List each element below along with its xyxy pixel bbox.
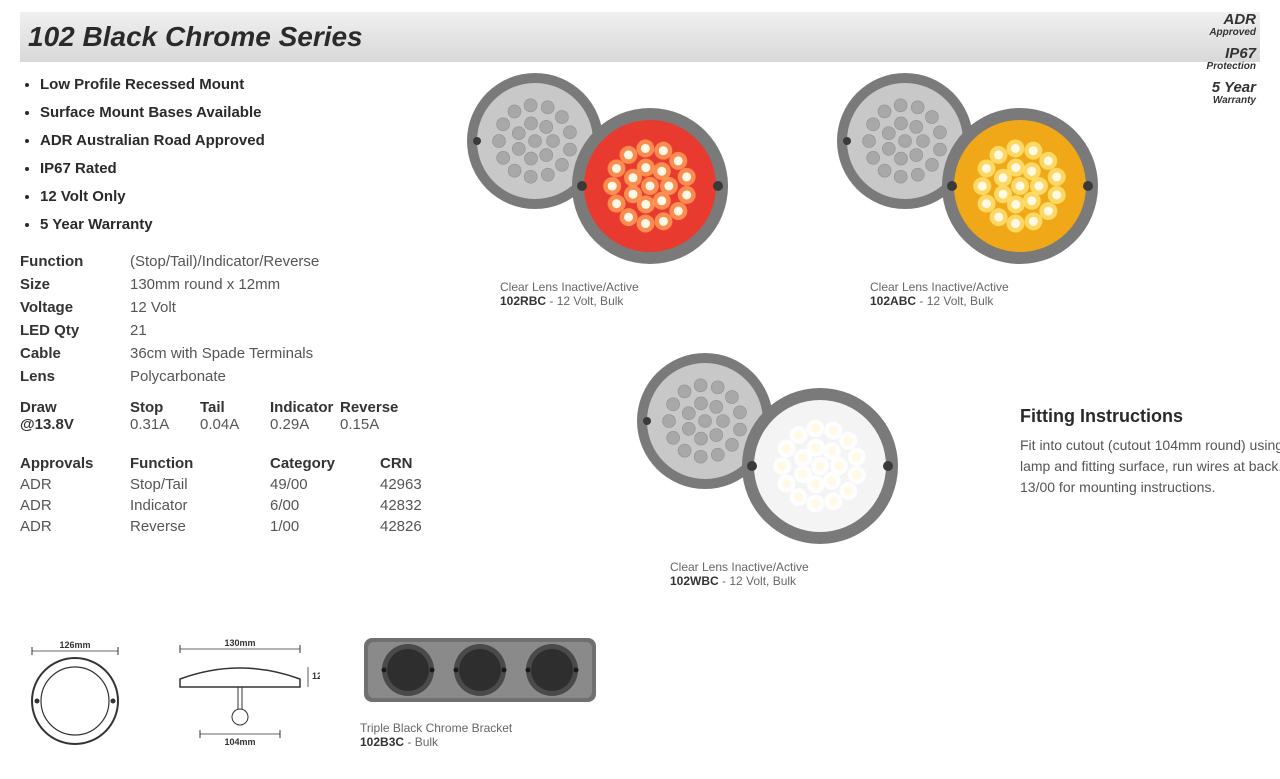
- side-diagram: 130mm 12mm 104mm: [160, 639, 320, 749]
- bracket-svg: [360, 630, 600, 710]
- spec-row: Size130mm round x 12mm: [20, 276, 460, 293]
- spec-row: Voltage12 Volt: [20, 299, 460, 316]
- approvals-cell: 6/00: [270, 497, 380, 514]
- draw-table: DrawStopTailIndicatorReverse@13.8V0.31A0…: [20, 399, 460, 433]
- approvals-row: ADRReverse1/0042826: [20, 518, 460, 535]
- approvals-row: ADRStop/Tail49/0042963: [20, 476, 460, 493]
- spec-row: Function(Stop/Tail)/Indicator/Reverse: [20, 253, 460, 270]
- approvals-cell: ADR: [20, 518, 130, 535]
- svg-text:12mm: 12mm: [312, 671, 320, 681]
- feature-item: Low Profile Recessed Mount: [40, 76, 460, 93]
- spec-row: Cable36cm with Spade Terminals: [20, 345, 460, 362]
- light-pair-svg: [830, 46, 1140, 276]
- approvals-header: CRN: [380, 455, 450, 472]
- feature-bullets: Low Profile Recessed Mount Surface Mount …: [20, 76, 460, 233]
- cert-badge: ADR: [1207, 12, 1256, 27]
- approvals-header: Category: [270, 455, 380, 472]
- feature-item: 12 Volt Only: [40, 188, 460, 205]
- approvals-cell: Indicator: [130, 497, 270, 514]
- draw-label: Draw: [20, 399, 130, 416]
- draw-col-header: Reverse: [340, 399, 410, 416]
- draw-col-header: Stop: [130, 399, 200, 416]
- light-caption: Clear Lens Inactive/Active102ABC - 12 Vo…: [870, 280, 1140, 308]
- spec-value: (Stop/Tail)/Indicator/Reverse: [130, 253, 460, 270]
- spec-value: 21: [130, 322, 460, 339]
- approvals-cell: 42826: [380, 518, 450, 535]
- approvals-cell: Stop/Tail: [130, 476, 270, 493]
- product-images-column: Fitting Instructions Fit into cutout (cu…: [460, 76, 1260, 539]
- spec-label: Lens: [20, 368, 130, 385]
- product-light-102RBC: Clear Lens Inactive/Active102RBC - 12 Vo…: [460, 46, 770, 308]
- spec-value: Polycarbonate: [130, 368, 460, 385]
- light-caption: Clear Lens Inactive/Active102WBC - 12 Vo…: [670, 560, 940, 588]
- spec-label: LED Qty: [20, 322, 130, 339]
- draw-col-header: Tail: [200, 399, 270, 416]
- spec-label: Cable: [20, 345, 130, 362]
- page-title: 102 Black Chrome Series: [28, 21, 363, 53]
- spec-label: Voltage: [20, 299, 130, 316]
- draw-value: 0.15A: [340, 416, 410, 433]
- spec-list: Function(Stop/Tail)/Indicator/ReverseSiz…: [20, 253, 460, 385]
- bracket-caption: Triple Black Chrome Bracket102B3C - Bulk: [360, 721, 600, 749]
- front-diagram: 126mm: [20, 639, 130, 749]
- product-light-102ABC: Clear Lens Inactive/Active102ABC - 12 Vo…: [830, 46, 1140, 308]
- light-pair-svg: [460, 46, 770, 276]
- spec-label: Function: [20, 253, 130, 270]
- svg-text:130mm: 130mm: [224, 639, 255, 648]
- spec-value: 12 Volt: [130, 299, 460, 316]
- approvals-cell: Reverse: [130, 518, 270, 535]
- spec-label: Size: [20, 276, 130, 293]
- approvals-cell: ADR: [20, 476, 130, 493]
- cert-badge: IP67: [1207, 46, 1256, 61]
- specifications-column: Low Profile Recessed Mount Surface Mount …: [20, 76, 460, 539]
- spec-row: LED Qty21: [20, 322, 460, 339]
- svg-text:104mm: 104mm: [224, 737, 255, 747]
- approvals-table: ApprovalsFunctionCategoryCRNADRStop/Tail…: [20, 455, 460, 535]
- cert-sub: Protection: [1207, 61, 1256, 72]
- feature-item: Surface Mount Bases Available: [40, 104, 460, 121]
- spec-value: 36cm with Spade Terminals: [130, 345, 460, 362]
- draw-value: 0.31A: [130, 416, 200, 433]
- fitting-instructions: Fitting Instructions Fit into cutout (cu…: [1020, 406, 1280, 498]
- svg-text:126mm: 126mm: [59, 640, 90, 650]
- approvals-cell: 42963: [380, 476, 450, 493]
- approvals-header: Approvals: [20, 455, 130, 472]
- approvals-cell: 42832: [380, 497, 450, 514]
- draw-value: 0.29A: [270, 416, 340, 433]
- draw-value: 0.04A: [200, 416, 270, 433]
- fitting-heading: Fitting Instructions: [1020, 406, 1280, 427]
- approvals-cell: 49/00: [270, 476, 380, 493]
- approvals-row: ADRIndicator6/0042832: [20, 497, 460, 514]
- dimension-diagrams: 126mm 130mm 12mm 104mm: [20, 639, 320, 749]
- draw-at: @13.8V: [20, 416, 130, 433]
- feature-item: IP67 Rated: [40, 160, 460, 177]
- feature-item: ADR Australian Road Approved: [40, 132, 460, 149]
- approvals-header: Function: [130, 455, 270, 472]
- spec-value: 130mm round x 12mm: [130, 276, 460, 293]
- feature-item: 5 Year Warranty: [40, 216, 460, 233]
- light-caption: Clear Lens Inactive/Active102RBC - 12 Vo…: [500, 280, 770, 308]
- cert-sub: Approved: [1207, 27, 1256, 38]
- product-light-102WBC: Clear Lens Inactive/Active102WBC - 12 Vo…: [630, 326, 940, 588]
- fitting-body: Fit into cutout (cutout 104mm round) usi…: [1020, 435, 1280, 498]
- spec-row: LensPolycarbonate: [20, 368, 460, 385]
- light-pair-svg: [630, 326, 940, 556]
- main-layout: Low Profile Recessed Mount Surface Mount …: [20, 76, 1260, 539]
- draw-col-header: Indicator: [270, 399, 340, 416]
- approvals-cell: ADR: [20, 497, 130, 514]
- bracket-accessory: Triple Black Chrome Bracket102B3C - Bulk: [360, 630, 600, 749]
- approvals-cell: 1/00: [270, 518, 380, 535]
